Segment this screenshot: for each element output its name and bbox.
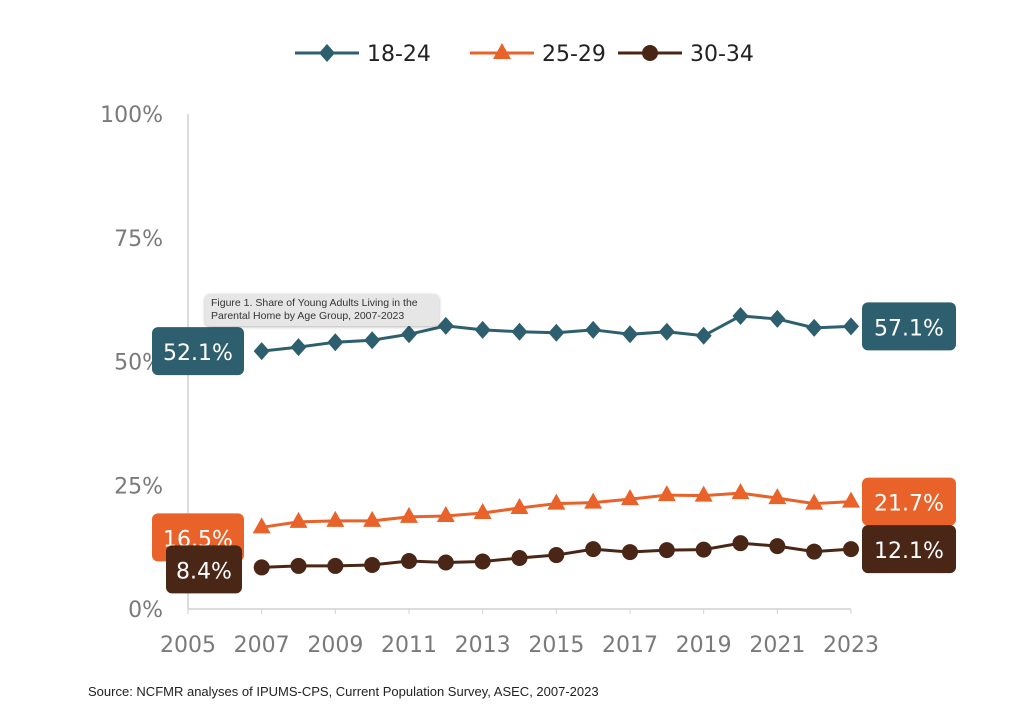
x-tick-label: 2009 (307, 633, 363, 658)
data-point-30-34 (769, 538, 786, 555)
data-point-30-34 (437, 554, 454, 571)
data-point-18-24 (290, 338, 307, 357)
data-point-25-29 (510, 498, 529, 515)
data-point-18-24 (695, 326, 712, 345)
data-point-18-24 (401, 325, 417, 344)
legend-marker-30-34 (642, 45, 658, 61)
data-point-30-34 (732, 535, 749, 552)
data-point-18-24 (622, 325, 638, 344)
data-point-25-29 (805, 493, 824, 510)
data-point-30-34 (364, 556, 381, 573)
data-point-25-29 (326, 510, 345, 527)
y-tick-label: 25% (114, 474, 163, 499)
data-point-18-24 (806, 318, 823, 337)
data-point-25-29 (400, 506, 418, 523)
data-point-18-24 (769, 309, 786, 328)
data-point-25-29 (363, 510, 382, 527)
data-point-25-29 (584, 492, 603, 509)
legend-label-18-24: 18-24 (367, 42, 431, 67)
data-point-25-29 (473, 502, 492, 519)
end-label-30-34: 12.1% (874, 539, 944, 564)
data-point-25-29 (657, 485, 676, 502)
data-point-25-29 (621, 489, 639, 506)
data-point-30-34 (327, 557, 344, 574)
x-tick-label: 2015 (528, 633, 584, 658)
x-tick-label: 2005 (160, 633, 216, 658)
data-point-30-34 (806, 543, 823, 560)
data-point-18-24 (548, 323, 565, 342)
data-point-30-34 (474, 553, 491, 570)
data-point-25-29 (694, 485, 713, 502)
legend-label-30-34: 30-34 (690, 42, 754, 67)
data-point-30-34 (622, 544, 638, 561)
y-tick-label: 75% (114, 227, 163, 252)
chart-title-tooltip: Figure 1. Share of Young Adults Living i… (205, 294, 439, 326)
data-point-30-34 (658, 542, 675, 559)
data-point-30-34 (548, 547, 565, 564)
x-tick-label: 2007 (234, 633, 290, 658)
x-tick-label: 2017 (602, 633, 658, 658)
start-label-18-24: 52.1% (163, 341, 233, 366)
data-point-18-24 (658, 322, 675, 341)
data-point-25-29 (252, 517, 271, 534)
data-point-25-29 (842, 491, 860, 508)
data-point-30-34 (401, 552, 417, 569)
data-point-25-29 (731, 483, 750, 500)
data-point-18-24 (511, 322, 528, 341)
end-label-box-25-29 (862, 477, 956, 526)
data-point-25-29 (436, 505, 455, 522)
data-point-18-24 (327, 333, 344, 352)
source-note: Source: NCFMR analyses of IPUMS-CPS, Cur… (88, 684, 599, 699)
start-label-box-18-24 (152, 327, 244, 376)
legend-label-25-29: 25-29 (542, 42, 606, 67)
data-point-25-29 (768, 488, 787, 505)
data-point-18-24 (253, 342, 270, 361)
data-point-18-24 (843, 317, 859, 336)
data-point-18-24 (474, 320, 491, 339)
x-tick-label: 2013 (455, 633, 511, 658)
x-tick-label: 2021 (749, 633, 805, 658)
data-point-18-24 (732, 306, 749, 325)
y-tick-label: 100% (100, 103, 163, 128)
end-label-box-30-34 (862, 525, 956, 574)
data-point-30-34 (585, 541, 602, 558)
data-point-18-24 (585, 320, 602, 339)
x-tick-label: 2023 (823, 633, 879, 658)
data-point-25-29 (547, 493, 566, 510)
x-tick-label: 2011 (381, 633, 437, 658)
data-point-30-34 (695, 541, 712, 558)
start-label-box-30-34 (166, 545, 242, 594)
end-label-18-24: 57.1% (874, 316, 944, 341)
start-label-30-34: 8.4% (176, 559, 232, 584)
data-point-30-34 (290, 557, 307, 574)
end-label-box-18-24 (862, 302, 956, 351)
data-point-18-24 (437, 316, 454, 335)
end-label-25-29: 21.7% (874, 492, 944, 517)
data-point-18-24 (364, 331, 381, 350)
x-tick-label: 2019 (676, 633, 732, 658)
legend-marker-25-29 (493, 43, 511, 59)
data-point-30-34 (843, 541, 859, 558)
data-point-30-34 (511, 550, 528, 567)
y-tick-label: 0% (128, 598, 163, 623)
data-point-25-29 (289, 511, 308, 528)
legend-marker-18-24 (319, 44, 335, 62)
data-point-30-34 (253, 559, 270, 576)
